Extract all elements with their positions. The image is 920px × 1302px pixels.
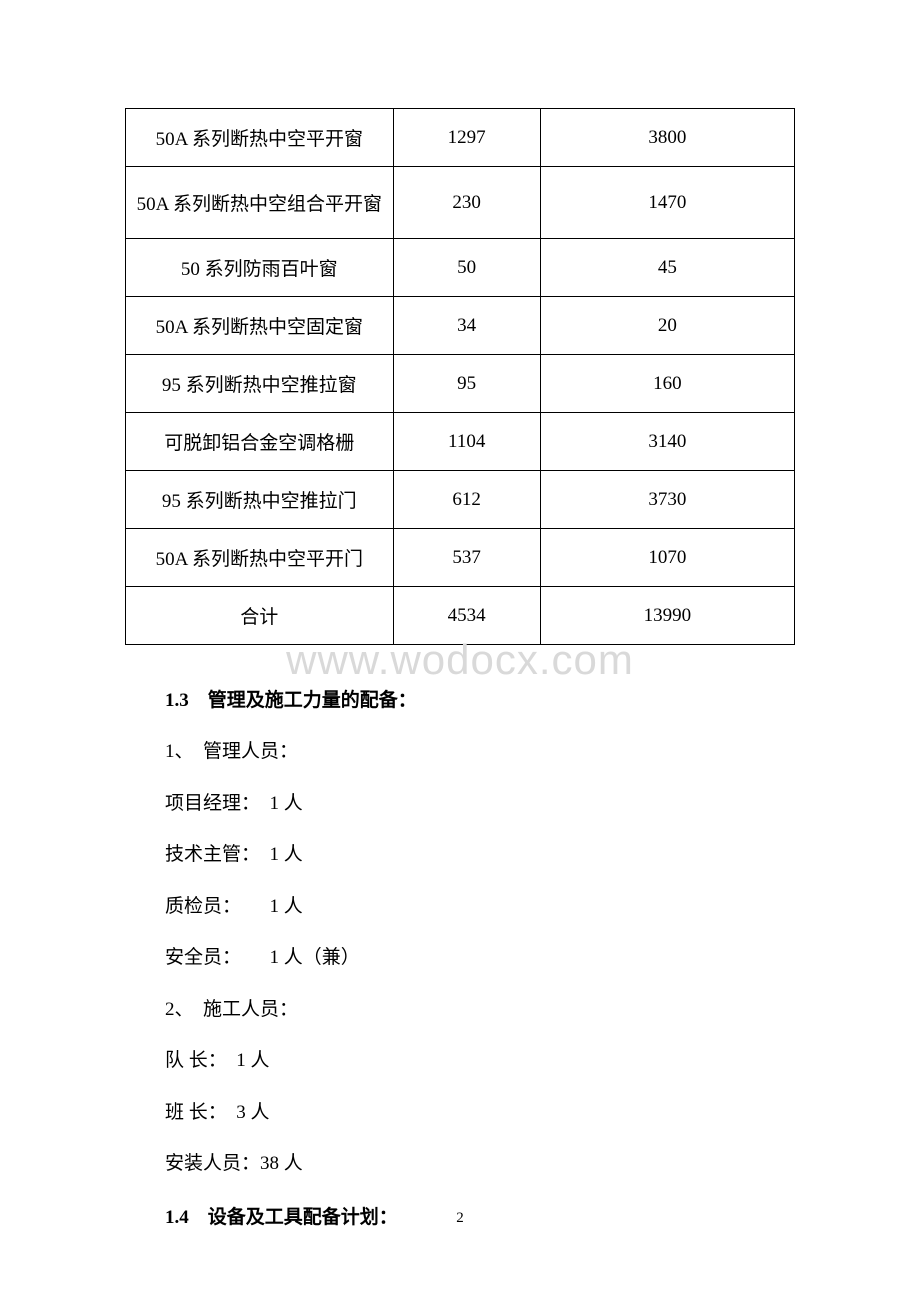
cell-val: 20 — [540, 297, 794, 355]
cell-qty: 230 — [393, 167, 540, 239]
table-row: 95 系列断热中空推拉门 612 3730 — [126, 471, 795, 529]
body-line: 安全员： 1 人（兼） — [165, 944, 795, 973]
cell-qty: 537 — [393, 529, 540, 587]
table-row: 合计 4534 13990 — [126, 587, 795, 645]
body-line: 技术主管： 1 人 — [165, 841, 795, 870]
body-line: 项目经理： 1 人 — [165, 790, 795, 819]
cell-name: 95 系列断热中空推拉窗 — [126, 355, 394, 413]
cell-qty: 1297 — [393, 109, 540, 167]
cell-name: 50A 系列断热中空平开窗 — [126, 109, 394, 167]
table-row: 95 系列断热中空推拉窗 95 160 — [126, 355, 795, 413]
cell-val: 160 — [540, 355, 794, 413]
cell-name: 50A 系列断热中空固定窗 — [126, 297, 394, 355]
cell-qty: 50 — [393, 239, 540, 297]
body-line: 1、 管理人员： — [165, 738, 795, 767]
body-line: 队 长： 1 人 — [165, 1047, 795, 1076]
cell-name: 50A 系列断热中空组合平开窗 — [126, 167, 394, 239]
cell-name: 合计 — [126, 587, 394, 645]
section-1-4-heading: 1.4 设备及工具配备计划： — [165, 1202, 795, 1229]
cell-val: 3800 — [540, 109, 794, 167]
table-row: 可脱卸铝合金空调格栅 1104 3140 — [126, 413, 795, 471]
cell-qty: 612 — [393, 471, 540, 529]
cell-name: 50A 系列断热中空平开门 — [126, 529, 394, 587]
table-row: 50A 系列断热中空平开窗 1297 3800 — [126, 109, 795, 167]
table-row: 50 系列防雨百叶窗 50 45 — [126, 239, 795, 297]
body-line: 安装人员：38 人 — [165, 1150, 795, 1179]
cell-val: 13990 — [540, 587, 794, 645]
cell-val: 1070 — [540, 529, 794, 587]
table-row: 50A 系列断热中空固定窗 34 20 — [126, 297, 795, 355]
cell-name: 95 系列断热中空推拉门 — [126, 471, 394, 529]
cell-name: 可脱卸铝合金空调格栅 — [126, 413, 394, 471]
cell-val: 1470 — [540, 167, 794, 239]
body-line: 班 长： 3 人 — [165, 1099, 795, 1128]
cell-val: 3140 — [540, 413, 794, 471]
materials-table: 50A 系列断热中空平开窗 1297 3800 50A 系列断热中空组合平开窗 … — [125, 108, 795, 645]
cell-qty: 1104 — [393, 413, 540, 471]
cell-val: 3730 — [540, 471, 794, 529]
body-line: 2、 施工人员： — [165, 996, 795, 1025]
cell-val: 45 — [540, 239, 794, 297]
section-1-3-heading: 1.3 管理及施工力量的配备： — [165, 685, 795, 712]
cell-qty: 34 — [393, 297, 540, 355]
cell-qty: 4534 — [393, 587, 540, 645]
table-row: 50A 系列断热中空平开门 537 1070 — [126, 529, 795, 587]
cell-qty: 95 — [393, 355, 540, 413]
body-line: 质检员： 1 人 — [165, 893, 795, 922]
table-row: 50A 系列断热中空组合平开窗 230 1470 — [126, 167, 795, 239]
page-content: 50A 系列断热中空平开窗 1297 3800 50A 系列断热中空组合平开窗 … — [0, 0, 920, 1229]
cell-name: 50 系列防雨百叶窗 — [126, 239, 394, 297]
